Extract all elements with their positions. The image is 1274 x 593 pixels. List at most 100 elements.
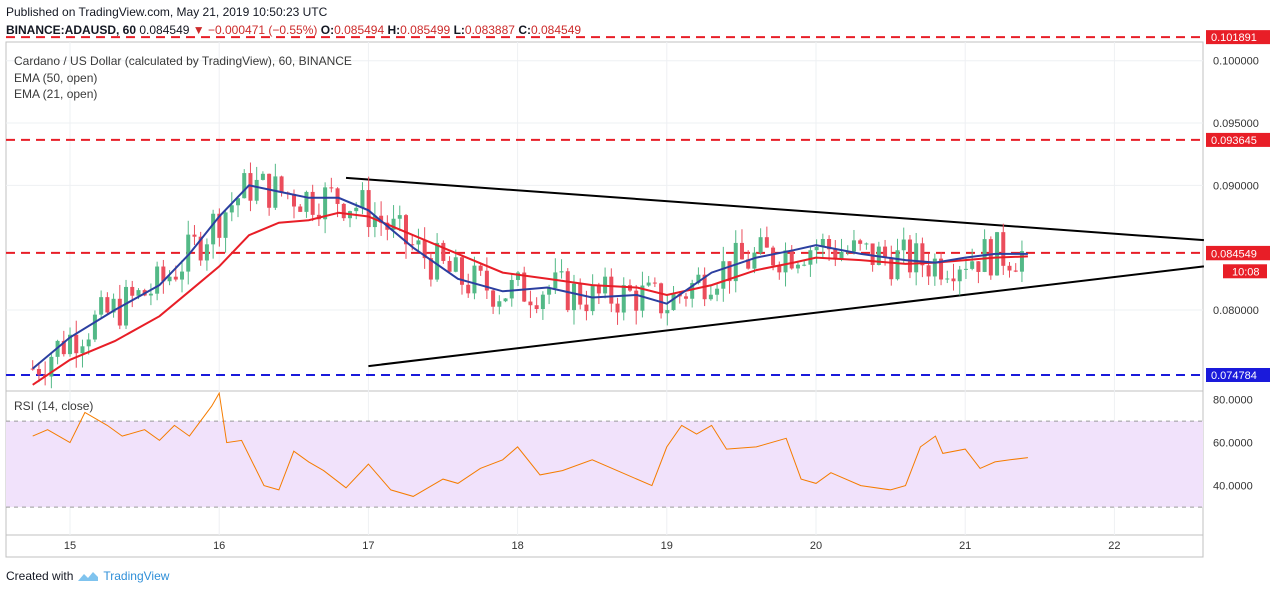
candle-body bbox=[422, 240, 427, 259]
price-label-bg bbox=[1206, 246, 1270, 261]
candle-body bbox=[211, 213, 216, 245]
candle-body bbox=[883, 246, 888, 258]
price-label-bg bbox=[1206, 132, 1270, 147]
candle-body bbox=[833, 249, 838, 260]
candle-body bbox=[939, 258, 944, 280]
candle-body bbox=[379, 215, 384, 223]
ema50-line bbox=[32, 211, 1028, 386]
candle-body bbox=[36, 368, 41, 375]
low-label: L: bbox=[453, 23, 465, 37]
candle-body bbox=[155, 266, 160, 294]
time-tick-label: 19 bbox=[661, 540, 673, 552]
time-tick-label: 15 bbox=[64, 540, 76, 552]
candle-body bbox=[901, 239, 906, 251]
candle-body bbox=[267, 173, 272, 208]
time-tick-label: 18 bbox=[511, 540, 523, 552]
rsi-tick-label: 40.0000 bbox=[1213, 481, 1253, 493]
ema21-legend[interactable]: EMA (21, open) bbox=[14, 87, 98, 101]
candle-body bbox=[1013, 270, 1018, 272]
candle-body bbox=[764, 237, 769, 248]
candle-body bbox=[410, 244, 415, 246]
candle-body bbox=[963, 268, 968, 270]
candle-body bbox=[459, 257, 464, 285]
candle-body bbox=[329, 187, 334, 189]
tradingview-link[interactable]: TradingView bbox=[103, 569, 170, 583]
price-tick-label: 0.080000 bbox=[1213, 305, 1259, 317]
candle-body bbox=[733, 242, 738, 282]
candle-body bbox=[304, 191, 309, 212]
candle-body bbox=[814, 247, 819, 251]
rsi-band-fill bbox=[6, 421, 1203, 508]
candle-body bbox=[683, 296, 688, 299]
candle-body bbox=[864, 243, 869, 245]
candle-body bbox=[310, 191, 315, 215]
candle-body bbox=[1007, 265, 1012, 271]
candle-body bbox=[914, 243, 919, 273]
candle-body bbox=[926, 265, 931, 277]
candle-body bbox=[571, 283, 576, 311]
candle-body bbox=[254, 179, 259, 201]
close-value: 0.084549 bbox=[530, 23, 582, 37]
ohlc-bar: BINANCE:ADAUSD, 60 0.084549 ▼ −0.000471 … bbox=[6, 23, 581, 37]
price-label: 0.074784 bbox=[1211, 370, 1257, 382]
time-axis[interactable]: 15 16 17 18 19 20 21 22 bbox=[64, 540, 1121, 552]
candle-body bbox=[441, 242, 446, 261]
candle-body bbox=[515, 272, 520, 280]
candle-body bbox=[820, 238, 825, 248]
candle-body bbox=[783, 250, 788, 273]
candle-body bbox=[827, 238, 832, 250]
rsi-tick-label: 80.0000 bbox=[1213, 395, 1253, 407]
candle-body bbox=[161, 266, 166, 282]
price-chart[interactable]: 0.100000 0.095000 0.090000 0.080000 80.0000 6… bbox=[0, 0, 1274, 560]
candle-body bbox=[802, 264, 807, 266]
candle-body bbox=[970, 261, 975, 269]
candle-body bbox=[136, 290, 141, 296]
countdown-label: 10:08 bbox=[1232, 266, 1260, 278]
candle-body bbox=[932, 258, 937, 277]
rsi-legend[interactable]: RSI (14, close) bbox=[14, 399, 94, 413]
candle-body bbox=[167, 276, 172, 282]
rsi-path bbox=[32, 391, 1028, 497]
candle-body bbox=[130, 286, 135, 296]
candle-body bbox=[354, 207, 359, 212]
candle-body bbox=[615, 303, 620, 313]
candle-body bbox=[584, 304, 589, 312]
ema50-legend[interactable]: EMA (50, open) bbox=[14, 71, 98, 85]
candle-body bbox=[180, 271, 185, 280]
candle-body bbox=[665, 310, 670, 314]
candle-body bbox=[895, 250, 900, 280]
candle-body bbox=[223, 212, 228, 238]
candle-body bbox=[472, 265, 477, 294]
time-tick-label: 22 bbox=[1108, 540, 1120, 552]
candle-body bbox=[416, 240, 421, 245]
trendline bbox=[345, 176, 1204, 242]
candle-body bbox=[279, 176, 284, 193]
trendline bbox=[368, 265, 1205, 368]
candle-body bbox=[920, 243, 925, 266]
price-label: 0.084549 bbox=[1211, 248, 1257, 260]
candle-body bbox=[105, 297, 110, 313]
candle-body bbox=[68, 334, 73, 355]
price-label: 0.093645 bbox=[1211, 135, 1257, 147]
candle-body bbox=[391, 218, 396, 230]
candle-body bbox=[99, 297, 104, 315]
candle-body bbox=[491, 290, 496, 307]
candle-body bbox=[889, 257, 894, 280]
candle-body bbox=[428, 258, 433, 280]
candle-body bbox=[777, 265, 782, 273]
ema-lines bbox=[32, 184, 1028, 386]
candle-body bbox=[503, 298, 508, 302]
candle-body bbox=[758, 237, 763, 253]
candle-body bbox=[640, 285, 645, 311]
footer: Created with TradingView bbox=[6, 569, 169, 583]
candle-body bbox=[74, 334, 79, 354]
candle-body bbox=[117, 298, 122, 326]
candle-body bbox=[739, 242, 744, 260]
price-axis[interactable]: 0.100000 0.095000 0.090000 0.080000 80.0000 6… bbox=[1206, 30, 1270, 493]
candle-body bbox=[447, 260, 452, 272]
candle-body bbox=[298, 206, 303, 212]
candle-body bbox=[596, 284, 601, 294]
candle-body bbox=[173, 276, 178, 280]
countdown-bg bbox=[1223, 264, 1267, 279]
rsi-tick-label: 60.0000 bbox=[1213, 438, 1253, 450]
